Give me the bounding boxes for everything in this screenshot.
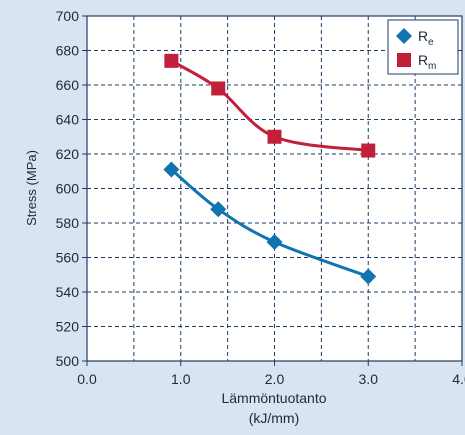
legend-label-Re: R <box>418 28 428 44</box>
legend-label-subscript-Re: e <box>428 37 434 48</box>
data-point-Re <box>266 233 283 250</box>
y-tick-label: 680 <box>56 43 80 59</box>
y-tick-label: 500 <box>56 353 80 369</box>
x-tick-label: 0.0 <box>77 371 97 387</box>
x-axis-label-line1: Lämmöntuotanto <box>221 390 326 406</box>
y-tick-label: 620 <box>56 146 80 162</box>
y-tick-label: 520 <box>56 319 80 335</box>
trend-curves <box>170 59 369 278</box>
grid <box>87 16 462 361</box>
series-line-Rm <box>170 59 369 153</box>
y-axis-label: Stress (MPa) <box>24 150 39 226</box>
data-point-Re <box>163 161 180 178</box>
y-tick-label: 560 <box>56 250 80 266</box>
legend-label-Rm: R <box>418 52 428 68</box>
y-tick-label: 600 <box>56 181 80 197</box>
y-tick-label: 660 <box>56 77 80 93</box>
y-tick-label: 580 <box>56 215 80 231</box>
legend-label-subscript-Rm: m <box>428 61 436 72</box>
legend-marker-Re <box>396 28 412 44</box>
data-point-Re <box>210 201 227 218</box>
x-tick-label: 3.0 <box>359 371 379 387</box>
x-tick-label: 4.0 <box>452 371 465 387</box>
data-markers <box>163 53 377 285</box>
data-point-Re <box>360 268 377 285</box>
axes: 500 520 540 560 580 600 620 640 660 680 700 0.0 1.0 2… <box>56 8 465 387</box>
data-point-Rm <box>211 81 226 96</box>
y-tick-label: 640 <box>56 112 80 128</box>
legend-marker-Rm <box>397 53 411 67</box>
series-line-Re <box>170 168 369 278</box>
data-point-Rm <box>164 53 179 68</box>
data-point-Rm <box>361 143 376 158</box>
y-tick-label: 540 <box>56 284 80 300</box>
x-axis-label-line2: (kJ/mm) <box>249 410 300 426</box>
x-tick-label: 2.0 <box>265 371 285 387</box>
y-tick-label: 700 <box>56 8 80 24</box>
x-tick-label: 1.0 <box>171 371 191 387</box>
data-point-Rm <box>267 129 282 144</box>
